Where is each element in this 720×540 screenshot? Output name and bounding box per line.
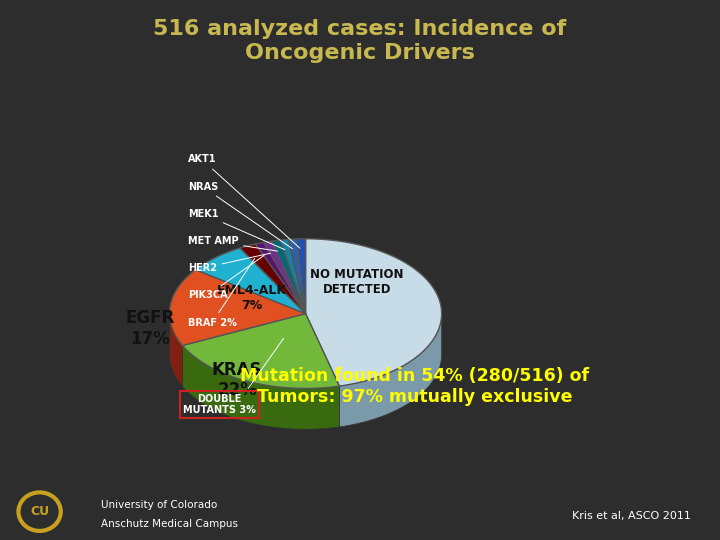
Polygon shape [169,269,305,346]
Polygon shape [297,239,305,314]
Polygon shape [240,244,305,314]
Text: Anschutz Medical Campus: Anschutz Medical Campus [101,519,238,529]
Polygon shape [182,346,339,429]
Text: NO MUTATION
DETECTED: NO MUTATION DETECTED [310,268,404,296]
Polygon shape [305,239,441,386]
Polygon shape [256,242,305,314]
Text: HER2: HER2 [188,253,271,273]
Text: PIK3CA: PIK3CA [188,255,264,300]
Polygon shape [195,248,305,314]
Text: AKT1: AKT1 [188,154,300,248]
Polygon shape [182,314,339,388]
Text: University of Colorado: University of Colorado [101,500,217,510]
Text: MEK1: MEK1 [188,209,285,249]
Polygon shape [280,239,305,314]
Polygon shape [271,240,305,314]
Polygon shape [289,239,305,314]
Text: CU: CU [30,505,49,518]
Text: EML4-ALK
7%: EML4-ALK 7% [217,284,287,312]
Text: MET AMP: MET AMP [188,236,278,251]
Text: DOUBLE
MUTANTS 3%: DOUBLE MUTANTS 3% [183,394,256,415]
Text: Kris et al, ASCO 2011: Kris et al, ASCO 2011 [572,511,691,521]
Text: 516 analyzed cases: Incidence of: 516 analyzed cases: Incidence of [153,19,567,39]
Text: Oncogenic Drivers: Oncogenic Drivers [245,43,475,63]
Text: NRAS: NRAS [188,181,292,249]
Text: KRAS
22%: KRAS 22% [212,361,263,400]
Text: Mutation found in 54% (280/516) of
Tumors: 97% mutually exclusive: Mutation found in 54% (280/516) of Tumor… [240,367,589,406]
Polygon shape [169,310,182,386]
Text: EGFR
17%: EGFR 17% [125,309,174,348]
Polygon shape [339,313,441,427]
Polygon shape [264,241,305,314]
Text: BRAF 2%: BRAF 2% [188,258,255,328]
